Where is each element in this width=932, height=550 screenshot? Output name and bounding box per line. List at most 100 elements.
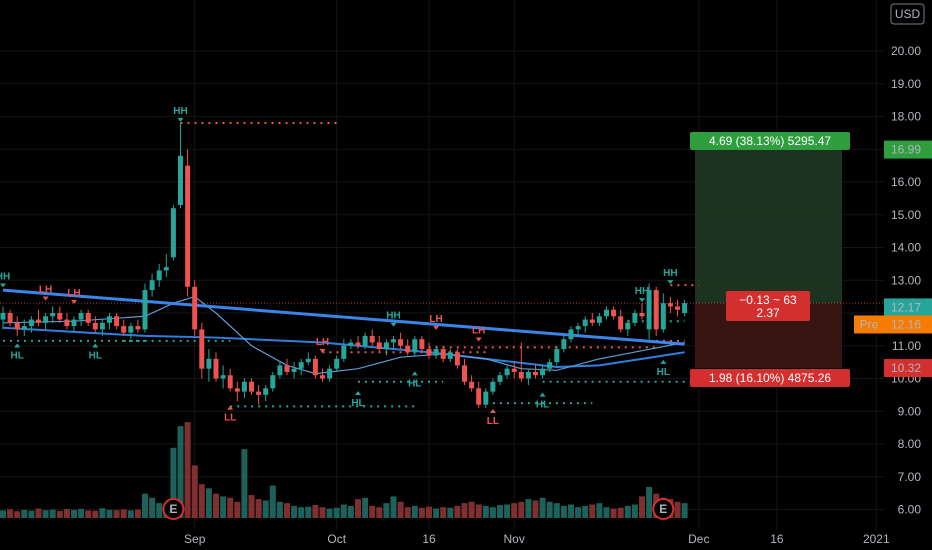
candle-body <box>682 303 688 313</box>
volume-bar <box>440 507 447 518</box>
candle-body <box>426 349 432 356</box>
candle-body <box>582 319 588 327</box>
candle-body <box>270 375 276 389</box>
price-tag-value: 16.99 <box>891 143 921 157</box>
candle-body <box>28 319 34 327</box>
volume-bar <box>262 500 269 518</box>
volume-bar <box>227 497 234 518</box>
volume-bar <box>475 504 482 518</box>
candle-body <box>249 381 254 392</box>
center-label-ratio: 2.37 <box>756 306 780 320</box>
stop-label: 1.98 (16.10%) 4875.26 <box>709 371 831 385</box>
volume-bar <box>234 501 241 518</box>
volume-bar <box>333 507 340 518</box>
volume-bar <box>170 447 177 518</box>
pivot-arrow <box>92 343 99 348</box>
candle-body <box>327 368 333 379</box>
earnings-marker <box>652 498 675 520</box>
candle-body <box>497 375 503 382</box>
volume-bar <box>319 507 326 518</box>
candle-body <box>213 358 219 379</box>
candle-body <box>376 342 382 350</box>
candle-body <box>447 352 453 359</box>
volume-bar <box>255 499 262 518</box>
volume-bar <box>269 485 276 518</box>
pivot-label: LH <box>429 314 442 325</box>
volume-bar <box>99 508 106 518</box>
volume-bar <box>617 507 624 518</box>
pivot-arrow <box>639 298 645 303</box>
candle-body <box>178 155 183 205</box>
pivot-label: HH <box>173 106 187 117</box>
candle-body <box>36 319 41 323</box>
volume-bar <box>482 505 489 518</box>
volume-bar <box>397 501 404 518</box>
candle-body <box>540 368 546 376</box>
pivot-arrow <box>660 359 667 364</box>
volume-bar <box>376 507 383 518</box>
volume-bar <box>511 503 518 518</box>
candle-body <box>568 329 574 340</box>
pivot-label: LH <box>472 325 485 336</box>
price-axis[interactable]: 6.007.008.009.0010.0011.0012.0013.0014.0… <box>854 44 932 517</box>
pivot-label: HH <box>663 268 677 279</box>
position-zones[interactable] <box>0 149 884 369</box>
volume-bar <box>298 507 305 518</box>
volume-bar <box>553 503 560 518</box>
candle-body <box>114 316 120 327</box>
price-tick-label: 14.00 <box>891 241 921 255</box>
volume-bar <box>326 508 333 518</box>
candle-body <box>675 306 680 310</box>
candle-body <box>490 381 496 392</box>
candle-body <box>440 349 446 359</box>
candle-body <box>277 365 283 376</box>
volume-bar <box>546 501 553 518</box>
price-tag-value: 10.32 <box>891 361 921 375</box>
candle-body <box>462 365 467 382</box>
dotted-levels <box>3 122 742 408</box>
volume-bar <box>213 493 219 518</box>
candle-body <box>589 319 595 323</box>
candle-body <box>525 371 531 379</box>
candle-body <box>291 368 297 372</box>
time-axis[interactable]: Sep Oct 16 Nov Dec 16 2021 <box>184 532 890 546</box>
currency-badge[interactable]: USD <box>890 3 925 25</box>
candle-body <box>284 365 290 372</box>
candle-body <box>653 290 659 330</box>
time-tick-label: Nov <box>504 532 525 546</box>
candle-body <box>391 339 396 343</box>
pivot-arrow <box>433 326 440 331</box>
earnings-label: E <box>169 502 177 516</box>
candle-body <box>256 391 262 395</box>
volume-bar <box>411 505 418 518</box>
candle-body <box>128 326 134 333</box>
pivot-label: HL <box>408 378 421 389</box>
pivot-arrow <box>71 299 77 304</box>
candle-body <box>163 267 169 271</box>
volume-bar <box>78 508 85 518</box>
volume-bars <box>0 422 688 518</box>
volume-bar <box>575 507 582 518</box>
volume-bar <box>390 496 397 518</box>
volume-bar <box>106 509 113 518</box>
volume-bar <box>362 497 369 518</box>
volume-bar <box>276 501 283 518</box>
pivot-label: LH <box>39 285 52 296</box>
pivot-label: HH <box>0 271 10 282</box>
volume-bar <box>447 507 454 518</box>
time-tick-label: Oct <box>327 532 346 546</box>
pivot-label: LL <box>224 413 236 424</box>
candle-body <box>320 375 325 379</box>
volume-bar <box>120 509 127 518</box>
candle-body <box>312 358 318 376</box>
candle-body <box>192 286 198 330</box>
price-tick-label: 11.00 <box>892 339 921 353</box>
volume-bar <box>0 510 6 518</box>
position-labels: 4.69 (38.13%) 5295.47 1.98 (16.10%) 4875.… <box>690 132 850 387</box>
candle-body <box>611 309 617 317</box>
candle-body <box>227 375 233 389</box>
candle-body <box>14 322 20 330</box>
volume-bar <box>404 507 411 518</box>
